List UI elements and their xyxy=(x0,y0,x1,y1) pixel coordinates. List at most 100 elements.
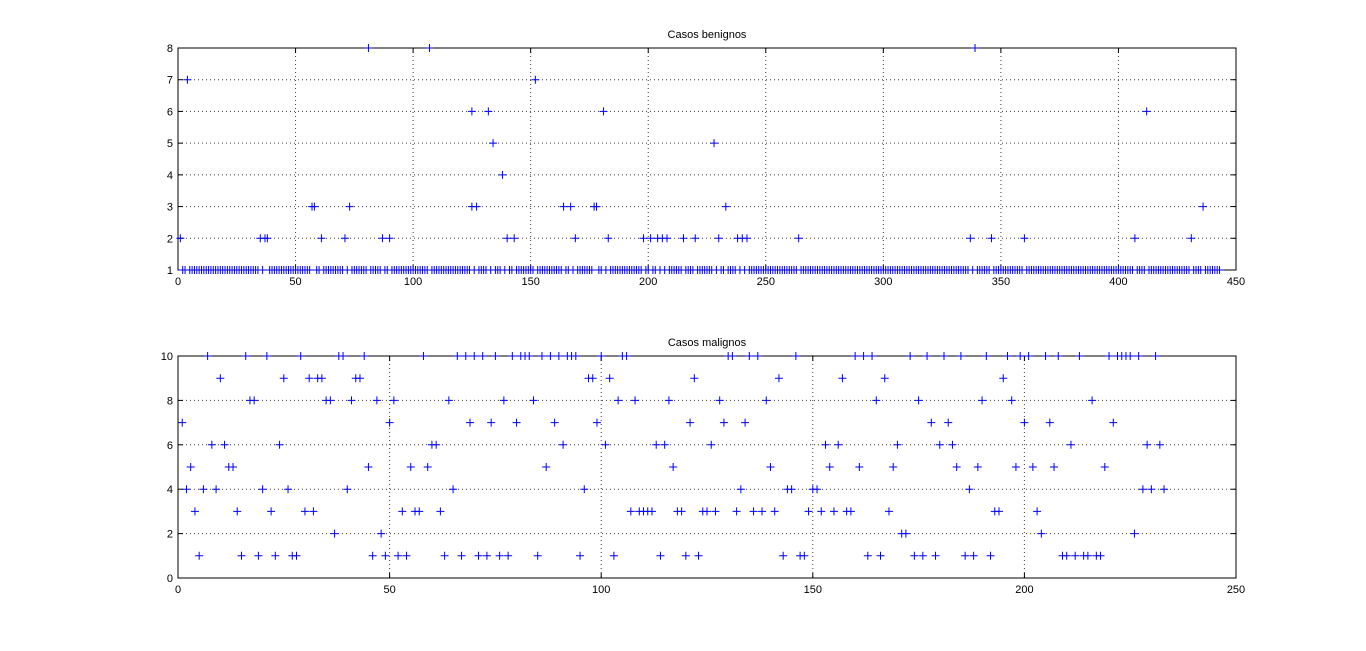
malignant-data-point xyxy=(779,551,788,560)
malignant-data-point xyxy=(817,507,826,516)
malignant-data-point xyxy=(1151,352,1160,360)
benign-x-tick-label: 350 xyxy=(992,276,1010,288)
malignant-data-point xyxy=(317,374,326,383)
malignant-data-point xyxy=(398,507,407,516)
benign-data-point xyxy=(691,234,700,243)
malignant-data-point xyxy=(1096,551,1105,560)
benign-data-point xyxy=(987,234,996,243)
malignant-data-point xyxy=(986,551,995,560)
malignant-data-point xyxy=(681,551,690,560)
malignant-data-point xyxy=(1138,485,1147,494)
malignant-x-tick-label: 200 xyxy=(1015,584,1033,596)
malignant-data-point xyxy=(1100,463,1109,471)
benign-y-tick-label: 8 xyxy=(167,43,173,55)
malignant-data-point xyxy=(385,418,394,427)
malignant-data-point xyxy=(766,463,775,471)
malignant-data-point xyxy=(1020,418,1029,427)
malignant-data-point xyxy=(923,352,932,360)
malignant-x-tick-label: 150 xyxy=(804,584,822,596)
malignant-data-point xyxy=(542,463,551,471)
malignant-data-point xyxy=(707,440,716,449)
malignant-data-point xyxy=(377,529,386,538)
malignant-data-point xyxy=(419,352,428,360)
malignant-data-point xyxy=(622,352,631,360)
malignant-data-point xyxy=(863,551,872,560)
malignant-data-point xyxy=(220,440,229,449)
malignant-data-point xyxy=(711,507,720,516)
malignant-data-point xyxy=(948,440,957,449)
malignant-data-point xyxy=(910,551,919,560)
malignant-data-point xyxy=(703,507,711,516)
benign-data-point xyxy=(425,44,434,52)
malignant-data-point xyxy=(474,551,483,560)
malignant-data-point xyxy=(461,352,470,360)
malignant-data-point xyxy=(406,463,415,471)
benign-data-point xyxy=(1020,234,1029,243)
malignant-data-point xyxy=(995,507,1004,516)
malignant-data-point xyxy=(956,352,965,360)
malignant-data-point xyxy=(1037,529,1046,538)
benign-x-tick-label: 450 xyxy=(1227,276,1245,288)
malignant-data-point xyxy=(233,507,242,516)
benign-y-tick-label: 3 xyxy=(167,202,173,214)
malignant-data-point xyxy=(774,374,783,383)
malignant-data-point xyxy=(813,485,822,494)
malignant-data-point xyxy=(546,352,555,360)
malignant-data-point xyxy=(300,507,309,516)
malignant-data-point xyxy=(982,352,991,360)
benign-chart-title: Casos benignos xyxy=(668,29,747,41)
benign-data-point xyxy=(794,234,803,243)
malignant-x-tick-label: 250 xyxy=(1227,584,1245,596)
benign-data-point xyxy=(472,202,481,211)
benign-y-tick-label: 4 xyxy=(167,170,173,182)
malignant-data-point xyxy=(267,507,276,516)
malignant-data-point xyxy=(1109,418,1118,427)
benign-data-point xyxy=(1130,234,1139,243)
malignant-data-point xyxy=(271,551,280,560)
benign-grid xyxy=(178,48,1236,270)
malignant-data-point xyxy=(1045,418,1054,427)
malignant-data-point xyxy=(415,507,424,516)
malignant-data-point xyxy=(576,551,585,560)
malignant-data-point xyxy=(504,551,513,560)
malignant-data-point xyxy=(939,352,948,360)
benign-cases-axes: Casos benignos 0 50 100 150 200 250 300 350 400 4… xyxy=(167,29,1245,288)
malignant-data-point xyxy=(508,352,517,360)
benign-data-point xyxy=(971,44,980,52)
benign-data-point xyxy=(378,234,387,243)
benign-data-point xyxy=(966,234,975,243)
malignant-data-point xyxy=(212,485,221,494)
malignant-data-point xyxy=(364,463,373,471)
benign-data-point xyxy=(599,107,608,116)
malignant-data-point xyxy=(559,440,568,449)
malignant-data-point xyxy=(876,551,885,560)
malignant-data-point xyxy=(330,529,339,538)
malignant-data-point xyxy=(1088,396,1097,405)
malignant-data-point xyxy=(533,551,542,560)
malignant-data-point xyxy=(1155,440,1164,449)
malignant-data-point xyxy=(592,418,601,427)
benign-data-point xyxy=(498,170,507,179)
malignant-data-point xyxy=(686,418,695,427)
malignant-data-point xyxy=(745,352,754,360)
malignant-data-point xyxy=(275,440,284,449)
malignant-data-point xyxy=(999,374,1008,383)
benign-data-point xyxy=(566,202,575,211)
malignant-data-point xyxy=(262,352,271,360)
malignant-data-point xyxy=(647,507,656,516)
malignant-data-point xyxy=(914,396,923,405)
malignant-data-point xyxy=(1011,463,1020,471)
benign-data-point xyxy=(531,75,540,84)
benign-data-point xyxy=(1199,202,1208,211)
malignant-data-point xyxy=(1041,352,1050,360)
malignant-data-point xyxy=(804,507,813,516)
malignant-data-point xyxy=(609,551,618,560)
benign-data-point xyxy=(592,202,601,211)
benign-data-point xyxy=(310,202,319,211)
malignant-data-point xyxy=(1130,529,1139,538)
malignant-data-point xyxy=(554,352,563,360)
benign-y-tick-label: 5 xyxy=(167,138,173,150)
malignant-data-point xyxy=(178,418,187,427)
malignant-data-point xyxy=(203,352,212,360)
malignant-data-point xyxy=(758,507,767,516)
